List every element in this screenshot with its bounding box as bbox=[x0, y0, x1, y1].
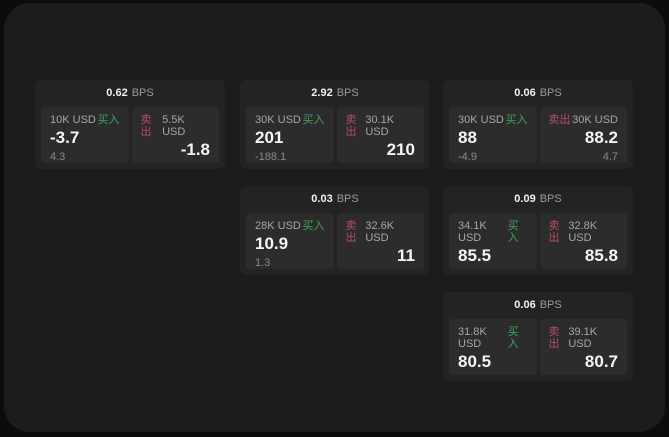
sell-notional: 30.1K USD bbox=[365, 114, 395, 138]
buy-tag: 买入 bbox=[507, 326, 519, 350]
buy-notional: 10K USD bbox=[50, 114, 96, 126]
buy-tag: 买入 bbox=[505, 114, 528, 126]
buy-panel: 30K USD 买入 201 -188.1 bbox=[246, 107, 334, 163]
sell-panel: 卖出 32.6K USD 11 -1.8 bbox=[336, 213, 424, 269]
sell-tag: 卖出 bbox=[548, 326, 560, 350]
sell-price: 85.8 bbox=[584, 246, 618, 265]
buy-price: 10.9 bbox=[255, 234, 289, 253]
sell-panel: 卖出 5.5K USD -1.8 -2.6 bbox=[131, 107, 219, 163]
buy-tag: 买入 bbox=[302, 114, 325, 126]
buy-panel: 10K USD 买入 -3.7 4.3 bbox=[41, 107, 129, 163]
sell-panel-header: 卖出 30K USD bbox=[549, 114, 619, 126]
buy-tag: 买入 bbox=[302, 220, 325, 232]
bps-spread-value: 0.09 bbox=[514, 193, 536, 205]
sell-tag: 卖出 bbox=[548, 114, 571, 126]
quote-card[interactable]: 0.03 BPS 28K USD 买入 10.9 1.3 卖出 32.6K US… bbox=[240, 186, 430, 275]
sell-panel: 卖出 30K USD 88.2 4.7 bbox=[539, 107, 627, 163]
bps-spread-value: 0.06 bbox=[514, 299, 536, 311]
bps-unit-label: BPS bbox=[336, 87, 359, 99]
sell-panel-header: 卖出 30.1K USD bbox=[346, 114, 416, 138]
sell-price: 88.2 bbox=[584, 128, 618, 147]
sell-panel-header: 卖出 39.1K USD bbox=[549, 326, 619, 350]
sell-panel-header: 卖出 32.8K USD bbox=[549, 220, 619, 244]
quote-card[interactable]: 2.92 BPS 30K USD 买入 201 -188.1 卖出 30.1K … bbox=[240, 80, 430, 169]
buy-panel: 34.1K USD 买入 85.5 -3.1 bbox=[449, 213, 537, 269]
buy-notional: 34.1K USD bbox=[458, 220, 487, 244]
dashboard-panel: 0.62 BPS 10K USD 买入 -3.7 4.3 卖出 5.5K USD… bbox=[4, 3, 665, 432]
buy-tag: 买入 bbox=[97, 114, 120, 126]
bps-unit-label: BPS bbox=[539, 299, 562, 311]
sell-price: 11 bbox=[397, 246, 415, 265]
buy-notional: 31.8K USD bbox=[458, 326, 487, 350]
bps-unit-label: BPS bbox=[336, 193, 359, 205]
bps-unit-label: BPS bbox=[539, 87, 562, 99]
sell-tag: 卖出 bbox=[548, 220, 560, 244]
buy-delta: -4.9 bbox=[458, 151, 477, 163]
sell-price: 80.7 bbox=[584, 352, 618, 371]
card-header: 2.92 BPS bbox=[240, 80, 430, 107]
buy-delta: -188.1 bbox=[255, 151, 287, 163]
card-body: 34.1K USD 买入 85.5 -3.1 卖出 32.8K USD 85.8… bbox=[443, 213, 633, 269]
card-body: 30K USD 买入 201 -188.1 卖出 30.1K USD 210 1… bbox=[240, 107, 430, 163]
buy-price: -3.7 bbox=[50, 128, 80, 147]
quote-card[interactable]: 0.06 BPS 31.8K USD 买入 80.5 -10.8 卖出 39.1… bbox=[443, 292, 633, 381]
quote-card[interactable]: 0.06 BPS 30K USD 买入 88 -4.9 卖出 30K USD 8… bbox=[443, 80, 633, 169]
card-header: 0.62 BPS bbox=[35, 80, 225, 107]
buy-delta: 1.3 bbox=[255, 257, 271, 269]
bps-spread-value: 0.62 bbox=[106, 87, 128, 99]
sell-price: 210 bbox=[386, 140, 415, 159]
sell-panel-header: 卖出 5.5K USD bbox=[141, 114, 211, 138]
quote-card[interactable]: 0.62 BPS 10K USD 买入 -3.7 4.3 卖出 5.5K USD… bbox=[35, 80, 225, 169]
buy-panel-header: 30K USD 买入 bbox=[255, 114, 325, 126]
sell-notional: 32.6K USD bbox=[365, 220, 395, 244]
sell-panel: 卖出 32.8K USD 85.8 3.0 bbox=[539, 213, 627, 269]
sell-price: -1.8 bbox=[180, 140, 210, 159]
card-header: 0.06 BPS bbox=[443, 292, 633, 319]
buy-panel-header: 28K USD 买入 bbox=[255, 220, 325, 232]
sell-notional: 32.8K USD bbox=[568, 220, 598, 244]
buy-panel-header: 31.8K USD 买入 bbox=[458, 326, 528, 350]
buy-notional: 28K USD bbox=[255, 220, 301, 232]
card-body: 28K USD 买入 10.9 1.3 卖出 32.6K USD 11 -1.8 bbox=[240, 213, 430, 269]
buy-notional: 30K USD bbox=[458, 114, 504, 126]
buy-notional: 30K USD bbox=[255, 114, 301, 126]
buy-panel: 30K USD 买入 88 -4.9 bbox=[449, 107, 537, 163]
bps-spread-value: 0.03 bbox=[311, 193, 333, 205]
bps-unit-label: BPS bbox=[539, 193, 562, 205]
buy-panel: 28K USD 买入 10.9 1.3 bbox=[246, 213, 334, 269]
bps-unit-label: BPS bbox=[131, 87, 154, 99]
bps-spread-value: 2.92 bbox=[311, 87, 333, 99]
buy-price: 80.5 bbox=[458, 352, 492, 371]
buy-panel-header: 10K USD 买入 bbox=[50, 114, 120, 126]
buy-price: 201 bbox=[255, 128, 284, 147]
bps-spread-value: 0.06 bbox=[514, 87, 536, 99]
card-header: 0.03 BPS bbox=[240, 186, 430, 213]
sell-panel-header: 卖出 32.6K USD bbox=[346, 220, 416, 244]
card-body: 31.8K USD 买入 80.5 -10.8 卖出 39.1K USD 80.… bbox=[443, 319, 633, 375]
card-body: 30K USD 买入 88 -4.9 卖出 30K USD 88.2 4.7 bbox=[443, 107, 633, 163]
card-header: 0.09 BPS bbox=[443, 186, 633, 213]
buy-delta: 4.3 bbox=[50, 151, 66, 163]
sell-tag: 卖出 bbox=[140, 114, 152, 138]
card-header: 0.06 BPS bbox=[443, 80, 633, 107]
sell-notional: 5.5K USD bbox=[162, 114, 186, 138]
buy-panel: 31.8K USD 买入 80.5 -10.8 bbox=[449, 319, 537, 375]
sell-delta: 4.7 bbox=[602, 151, 618, 163]
sell-tag: 卖出 bbox=[345, 114, 357, 138]
buy-tag: 买入 bbox=[507, 220, 519, 244]
buy-panel-header: 34.1K USD 买入 bbox=[458, 220, 528, 244]
sell-notional: 30K USD bbox=[572, 114, 618, 126]
sell-notional: 39.1K USD bbox=[568, 326, 598, 350]
sell-panel: 卖出 30.1K USD 210 196.5 bbox=[336, 107, 424, 163]
quote-card[interactable]: 0.09 BPS 34.1K USD 买入 85.5 -3.1 卖出 32.8K… bbox=[443, 186, 633, 275]
buy-price: 88 bbox=[458, 128, 477, 147]
sell-tag: 卖出 bbox=[345, 220, 357, 244]
card-body: 10K USD 买入 -3.7 4.3 卖出 5.5K USD -1.8 -2.… bbox=[35, 107, 225, 163]
buy-price: 85.5 bbox=[458, 246, 492, 265]
buy-panel-header: 30K USD 买入 bbox=[458, 114, 528, 126]
sell-panel: 卖出 39.1K USD 80.7 10.2 bbox=[539, 319, 627, 375]
